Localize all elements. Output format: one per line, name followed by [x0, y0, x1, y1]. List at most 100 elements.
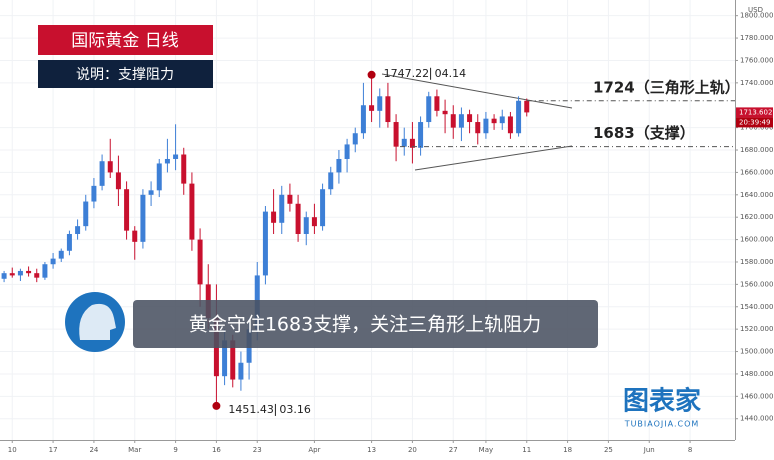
candle-body: [475, 122, 481, 134]
candle-body: [75, 226, 81, 234]
y-tick-label: 1620.000: [740, 213, 773, 221]
y-tick-label: 1580.000: [740, 258, 773, 266]
last-time-box: [736, 117, 773, 128]
candle-body: [83, 201, 89, 227]
subtitle-box: [38, 60, 213, 88]
x-tick-label: 17: [49, 446, 58, 454]
level-label: 1683（支撑）: [593, 124, 695, 142]
candle-body: [156, 163, 162, 191]
candle-body: [58, 250, 64, 259]
x-tick-label: 10: [8, 446, 17, 454]
candle-body: [328, 172, 334, 190]
chart-title: 国际黄金 日线: [71, 31, 178, 51]
extreme-dot: [367, 70, 376, 79]
y-tick-label: 1500.000: [740, 348, 773, 356]
y-tick-label: 1780.000: [740, 34, 773, 42]
candle-body: [279, 194, 285, 223]
chart-subtitle: 说明：支撑阻力: [76, 67, 174, 83]
candle-body: [91, 185, 97, 202]
x-tick-label: 18: [563, 446, 572, 454]
candle-body: [115, 172, 121, 190]
triangle-upper-line: [381, 73, 573, 109]
grid: [0, 0, 735, 440]
logo-name: 图表家: [623, 386, 701, 417]
y-tick-label: 1560.000: [740, 280, 773, 288]
candle-body: [467, 114, 473, 123]
x-tick-label: 25: [604, 446, 613, 454]
banner-box: [133, 300, 598, 348]
candle-body: [369, 105, 375, 111]
candle-body: [189, 183, 195, 240]
title-box: [38, 25, 213, 55]
candle-body: [295, 203, 301, 234]
candle-body: [303, 217, 309, 234]
extreme-dot: [212, 401, 221, 410]
candle-body: [140, 194, 146, 242]
candle-body: [418, 122, 424, 148]
candle-body: [124, 189, 130, 231]
triangle-lower-line: [414, 145, 573, 171]
y-tick-label: 1700.000: [740, 124, 773, 132]
candle-body: [409, 138, 415, 148]
extreme-price: 1451.43: [228, 403, 274, 416]
y-tick-label: 1680.000: [740, 146, 773, 154]
candle-body: [181, 154, 187, 184]
candle-body: [238, 362, 244, 380]
candle-body: [458, 114, 464, 128]
y-tick-label: 1740.000: [740, 79, 773, 87]
candle-body: [385, 96, 391, 123]
candle-body: [42, 264, 48, 278]
candle-body: [491, 118, 497, 124]
candle-body: [99, 161, 105, 186]
last-price-label: 1713.602: [739, 108, 772, 116]
candle-body: [9, 273, 15, 276]
candle-body: [442, 110, 448, 115]
y-tick-label: 1640.000: [740, 191, 773, 199]
candle-body: [426, 96, 432, 123]
logo-site: TUBIAOJIA.COM: [624, 420, 700, 429]
extreme-date: 03.16: [279, 403, 311, 416]
x-tick-label: 23: [253, 446, 262, 454]
y-tick-label: 1520.000: [740, 325, 773, 333]
y-tick-label: 1760.000: [740, 56, 773, 64]
x-tick-label: 9: [173, 446, 177, 454]
candle-body: [222, 340, 228, 377]
candle-body: [352, 133, 358, 145]
last-time-label: 20:39:49: [739, 118, 770, 126]
candle-body: [107, 161, 113, 173]
y-tick-label: 1660.000: [740, 168, 773, 176]
candle-body: [507, 116, 513, 134]
currency: USD: [748, 6, 763, 14]
candle-body: [173, 154, 179, 159]
y-tick-label: 1440.000: [740, 415, 773, 423]
candle-body: [524, 100, 530, 113]
candle-body: [262, 211, 268, 276]
candle-body: [197, 239, 203, 285]
x-tick-label: May: [479, 446, 493, 454]
y-tick-label: 1800.000: [740, 12, 773, 20]
candle-body: [499, 116, 505, 124]
x-tick-label: 11: [522, 446, 531, 454]
candle-body: [516, 100, 522, 134]
y-tick-label: 1460.000: [740, 392, 773, 400]
extreme-price: 1747.22: [384, 67, 430, 80]
y-tick-label: 1480.000: [740, 370, 773, 378]
candle-body: [1, 273, 7, 279]
candle-body: [377, 96, 383, 111]
candle-body: [26, 270, 32, 274]
candle-body: [287, 194, 293, 204]
head-icon-face: [79, 303, 116, 340]
x-tick-label: Apr: [308, 446, 320, 454]
candle-body: [66, 233, 72, 251]
candle-body: [344, 144, 350, 159]
candle-body: [34, 273, 40, 278]
banner-text: 黄金守住1683支撑，关注三角形上轨阻力: [189, 314, 541, 336]
level-label: 1724（三角形上轨）: [593, 78, 740, 96]
y-tick-label: 1600.000: [740, 236, 773, 244]
candle-body: [483, 118, 489, 134]
candle-body: [434, 96, 440, 111]
extreme-date: 04.14: [435, 67, 467, 80]
candle-body: [393, 122, 399, 147]
candle-body: [271, 211, 277, 223]
